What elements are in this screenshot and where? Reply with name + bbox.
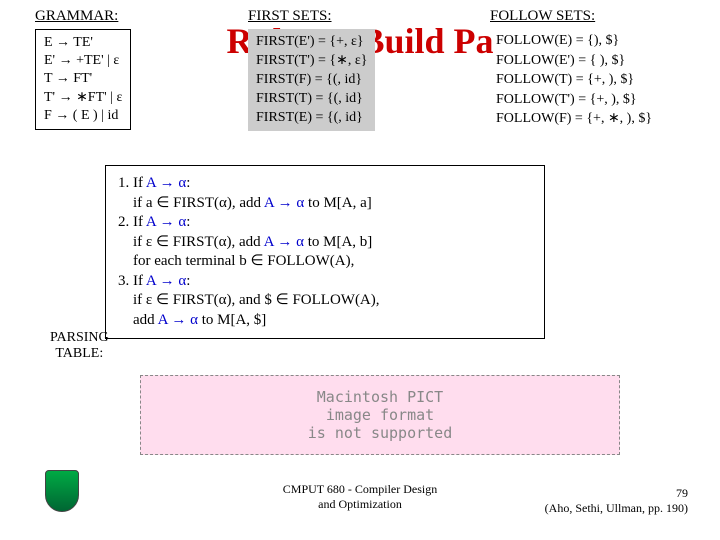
follow-content: FOLLOW(E) = {), $} FOLLOW(E') = { ), $} … [490,29,658,131]
grammar-line: E → TE' [44,34,122,52]
first-line: FIRST(T') = {∗, ε} [256,52,367,71]
algo-text: if ε ∈ FIRST(α), add [118,234,264,250]
shield-icon [45,470,79,512]
reference: (Aho, Sethi, Ullman, pp. 190) [545,501,688,516]
grammar-line: T' → ∗FT' | ε [44,89,122,107]
footer-center: CMPUT 680 - Compiler Design and Optimiza… [283,482,437,512]
algo-text: to M[A, a] [304,195,372,211]
algo-text: 1. If [118,175,146,191]
parsing-line: TABLE: [50,346,109,362]
algo-rule: A → α [264,195,304,211]
footer-line: CMPUT 680 - Compiler Design [283,482,437,497]
grammar-content: E → TE' E' → +TE' | ε T → FT' T' → ∗FT' … [35,29,131,130]
grammar-line: F → ( E ) | id [44,107,122,125]
grammar-section: GRAMMAR: E → TE' E' → +TE' | ε T → FT' T… [35,8,131,130]
follow-line: FOLLOW(E') = { ), $} [496,51,652,71]
algo-text: 3. If [118,273,146,289]
follow-line: FOLLOW(T') = {+, ), $} [496,90,652,110]
pict-line: image format [308,406,453,424]
grammar-title: GRAMMAR: [35,8,131,25]
pict-line: Macintosh PICT [308,388,453,406]
footer-right: 79 (Aho, Sethi, Ullman, pp. 190) [545,486,688,516]
first-line: FIRST(E') = {+, ε} [256,33,367,52]
first-section: FIRST SETS: FIRST(E') = {+, ε} FIRST(T')… [248,8,375,131]
algo-text: : [186,214,190,230]
algo-text: : [186,273,190,289]
grammar-line: E' → +TE' | ε [44,52,122,70]
algo-text: for each terminal b ∈ FOLLOW(A), [118,252,532,272]
follow-title: FOLLOW SETS: [490,8,658,25]
algo-text: add [118,312,158,328]
follow-line: FOLLOW(F) = {+, ∗, ), $} [496,109,652,129]
algo-text: if ε ∈ FIRST(α), and $ ∈ FOLLOW(A), [118,291,532,311]
pict-placeholder: Macintosh PICT image format is not suppo… [140,375,620,455]
algo-text: to M[A, $] [198,312,266,328]
parsing-line: PARSING [50,330,109,346]
first-line: FIRST(F) = {(, id} [256,71,367,90]
parsing-table-label: PARSING TABLE: [50,330,109,362]
first-line: FIRST(T) = {(, id} [256,90,367,109]
page-number: 79 [545,486,688,501]
algo-rule: A → α [146,273,186,289]
algo-text: if a ∈ FIRST(α), add [118,195,264,211]
footer-line: and Optimization [283,497,437,512]
algo-rule: A → α [158,312,198,328]
grammar-line: T → FT' [44,70,122,88]
algo-rule: A → α [146,175,186,191]
follow-line: FOLLOW(T) = {+, ), $} [496,70,652,90]
algo-rule: A → α [264,234,304,250]
algo-text: 2. If [118,214,146,230]
follow-section: FOLLOW SETS: FOLLOW(E) = {), $} FOLLOW(E… [490,8,658,131]
pict-line: is not supported [308,424,453,442]
algorithm-box: 1. If A → α: if a ∈ FIRST(α), add A → α … [105,165,545,339]
first-content: FIRST(E') = {+, ε} FIRST(T') = {∗, ε} FI… [248,29,375,131]
first-line: FIRST(E) = {(, id} [256,109,367,128]
algo-rule: A → α [146,214,186,230]
first-title: FIRST SETS: [248,8,375,25]
follow-line: FOLLOW(E) = {), $} [496,31,652,51]
algo-text: to M[A, b] [304,234,372,250]
algo-text: : [186,175,190,191]
